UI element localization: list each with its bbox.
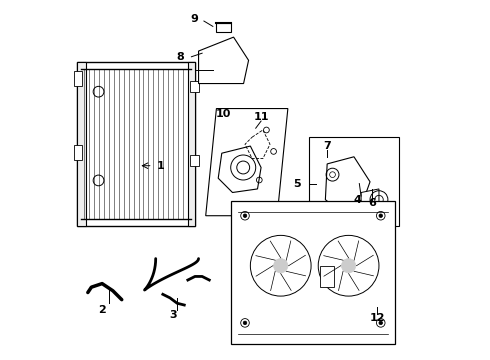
Bar <box>309 137 398 226</box>
Bar <box>188 62 195 226</box>
Circle shape <box>243 321 247 325</box>
Bar <box>190 81 198 92</box>
Bar <box>77 62 86 226</box>
Text: 10: 10 <box>216 109 231 119</box>
Circle shape <box>273 258 288 273</box>
Bar <box>190 156 198 166</box>
Polygon shape <box>206 109 288 216</box>
Text: 3: 3 <box>170 310 177 320</box>
Circle shape <box>379 321 383 325</box>
Polygon shape <box>361 189 379 210</box>
Text: 7: 7 <box>323 141 331 151</box>
Circle shape <box>342 258 356 273</box>
Circle shape <box>243 214 247 217</box>
Circle shape <box>379 214 383 217</box>
Text: 1: 1 <box>156 161 164 171</box>
Bar <box>74 71 82 86</box>
Text: 5: 5 <box>293 179 300 189</box>
Bar <box>77 62 195 226</box>
Bar <box>320 266 334 287</box>
Polygon shape <box>218 146 261 193</box>
Text: 9: 9 <box>191 14 198 24</box>
Text: 11: 11 <box>253 112 269 122</box>
Text: 6: 6 <box>368 198 376 208</box>
Bar <box>231 202 395 344</box>
Text: 4: 4 <box>354 195 362 204</box>
Text: 12: 12 <box>369 312 385 323</box>
Bar <box>74 145 82 159</box>
Polygon shape <box>198 37 248 84</box>
Text: 2: 2 <box>98 305 106 315</box>
Polygon shape <box>325 157 370 214</box>
Text: 8: 8 <box>176 52 184 62</box>
Bar <box>217 23 231 32</box>
